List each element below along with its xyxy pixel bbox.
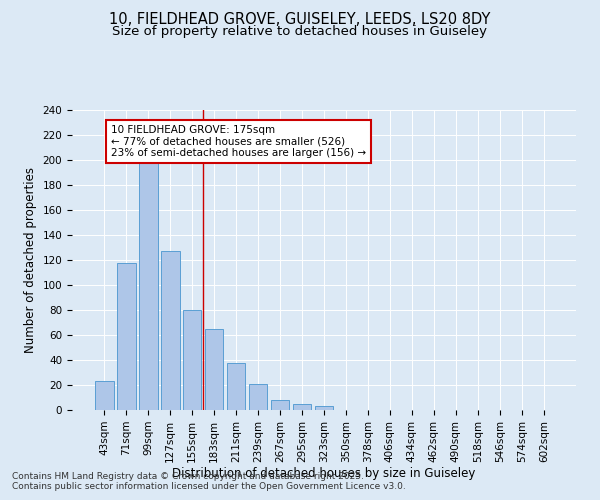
Text: Contains HM Land Registry data © Crown copyright and database right 2025.: Contains HM Land Registry data © Crown c… (12, 472, 364, 481)
Text: 10, FIELDHEAD GROVE, GUISELEY, LEEDS, LS20 8DY: 10, FIELDHEAD GROVE, GUISELEY, LEEDS, LS… (109, 12, 491, 28)
Bar (161, 251, 179, 410)
Bar (205, 329, 223, 410)
Bar (271, 400, 289, 410)
Text: Contains public sector information licensed under the Open Government Licence v3: Contains public sector information licen… (12, 482, 406, 491)
Y-axis label: Number of detached properties: Number of detached properties (24, 167, 37, 353)
Bar (293, 404, 311, 410)
Bar (117, 262, 136, 410)
Bar (314, 406, 334, 410)
Bar (183, 310, 202, 410)
Bar (95, 381, 113, 410)
Bar (249, 384, 268, 410)
Text: Size of property relative to detached houses in Guiseley: Size of property relative to detached ho… (113, 25, 487, 38)
Bar (139, 160, 158, 410)
X-axis label: Distribution of detached houses by size in Guiseley: Distribution of detached houses by size … (172, 468, 476, 480)
Bar (227, 362, 245, 410)
Text: 10 FIELDHEAD GROVE: 175sqm
← 77% of detached houses are smaller (526)
23% of sem: 10 FIELDHEAD GROVE: 175sqm ← 77% of deta… (111, 125, 366, 158)
